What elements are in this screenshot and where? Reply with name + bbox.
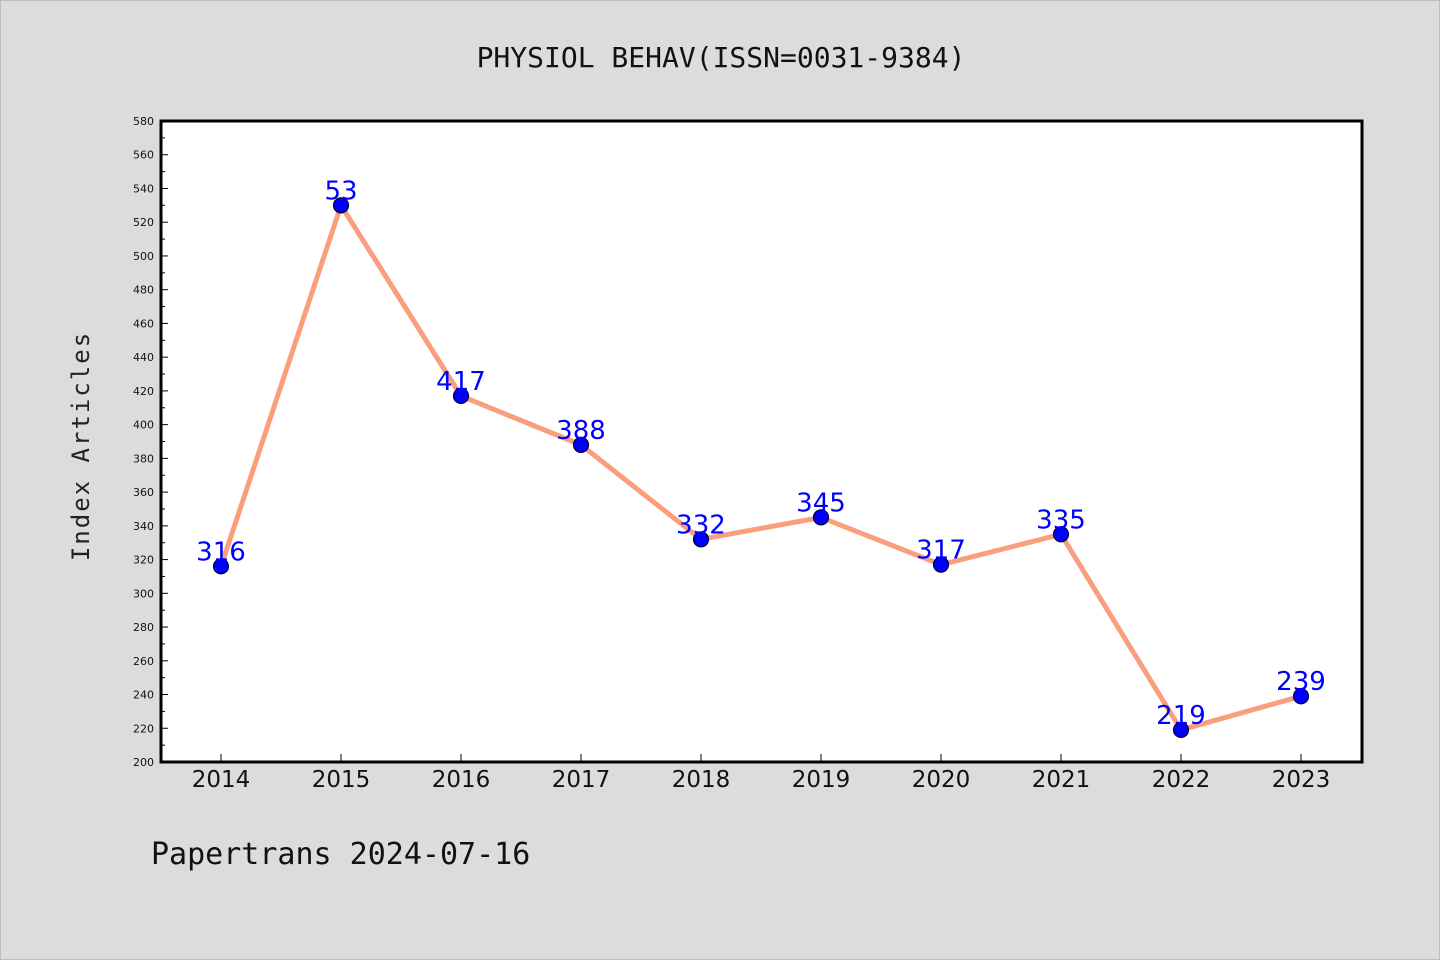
data-label: 345 (796, 488, 846, 518)
data-point (452, 387, 470, 405)
y-tick-label: 360 (133, 486, 154, 499)
x-tick-label: 2021 (1032, 767, 1091, 793)
y-tick-label: 480 (133, 284, 154, 297)
y-tick-label: 280 (133, 621, 154, 634)
y-tick-label: 380 (133, 452, 154, 465)
series-line-group (218, 202, 1304, 733)
data-label: 335 (1036, 505, 1086, 535)
y-tick-label: 560 (133, 149, 154, 162)
data-label: 417 (436, 367, 486, 397)
data-label: 332 (676, 510, 726, 540)
data-point (1052, 526, 1070, 543)
x-tick-label: 2017 (552, 767, 611, 793)
data-point (932, 556, 950, 573)
y-tick-label: 320 (133, 554, 154, 567)
y-tick-label: 340 (133, 520, 154, 533)
y-tick-label: 260 (133, 655, 154, 668)
plot-area (159, 119, 1364, 764)
y-tick-label: 520 (133, 216, 154, 229)
data-label: 316 (196, 537, 246, 567)
data-label: 239 (1276, 667, 1326, 697)
y-tick-label: 200 (133, 756, 154, 769)
x-axis: 2014 2015 2016 2017 2018 2019 2020 2021 2022 2023 (192, 754, 1331, 793)
chart-title: PHYSIOL BEHAV(ISSN=0031-9384) (477, 41, 966, 74)
y-axis: 200 220 240 260 280 300 320 340 360 380 400 420 440 4… (133, 115, 168, 769)
y-tick-label: 220 (133, 722, 154, 735)
data-label: 219 (1156, 701, 1206, 731)
data-point (332, 197, 350, 214)
y-tick-label: 440 (133, 351, 154, 364)
data-point (1292, 688, 1310, 705)
x-tick-label: 2018 (672, 767, 731, 793)
data-label: 388 (556, 416, 606, 446)
data-point (692, 531, 710, 548)
data-label: 53 (324, 176, 357, 206)
data-labels-group: 316 53 417 388 332 345 317 335 219 239 (196, 176, 1326, 731)
y-axis-label: Index Articles (67, 331, 95, 561)
data-point (1172, 721, 1190, 739)
series-points-group (212, 197, 1310, 739)
y-tick-label: 400 (133, 419, 154, 432)
x-tick-label: 2023 (1272, 767, 1331, 793)
x-tick-label: 2015 (312, 767, 371, 793)
y-tick-label: 580 (133, 115, 154, 128)
data-point (812, 509, 830, 526)
data-point (572, 436, 590, 453)
y-tick-label: 460 (133, 317, 154, 330)
x-tick-label: 2014 (192, 767, 251, 793)
footer-text: Papertrans 2024-07-16 (151, 837, 530, 872)
x-tick-label: 2022 (1152, 767, 1211, 793)
series-line (218, 202, 1304, 733)
y-tick-label: 300 (133, 587, 154, 600)
x-tick-label: 2016 (432, 767, 491, 793)
y-tick-label: 420 (133, 385, 154, 398)
y-tick-label: 240 (133, 689, 154, 702)
data-point (212, 558, 230, 575)
y-tick-label: 540 (133, 182, 154, 195)
x-tick-label: 2019 (792, 767, 851, 793)
x-tick-label: 2020 (912, 767, 971, 793)
data-label: 317 (916, 536, 966, 566)
y-tick-label: 500 (133, 250, 154, 263)
